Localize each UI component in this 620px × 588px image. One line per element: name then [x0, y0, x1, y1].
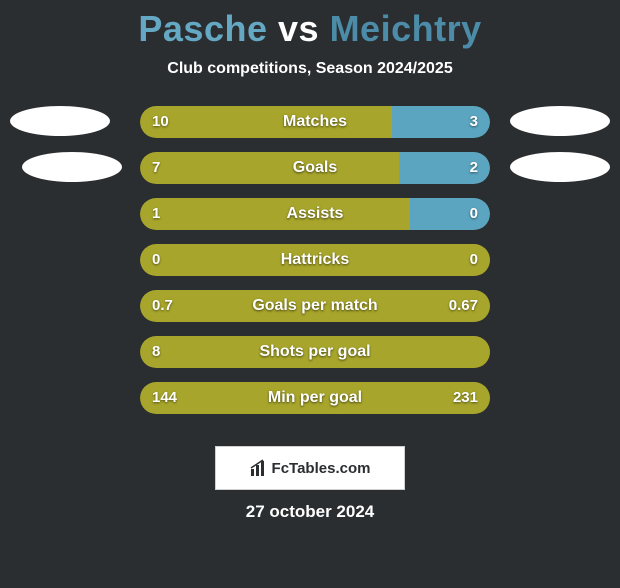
comparison-chart: 103Matches 72Goals 10Assists 00Hattricks 0.7…: [0, 106, 620, 414]
stat-row: 144231Min per goal: [0, 382, 620, 414]
stat-row: 103Matches: [0, 106, 620, 138]
stat-row: 00Hattricks: [0, 244, 620, 276]
player2-name: Meichtry: [330, 8, 482, 49]
snapshot-date: 27 october 2024: [0, 502, 620, 522]
stat-row: 72Goals: [0, 152, 620, 184]
chart-icon: [250, 459, 268, 477]
stat-row: 0.70.67Goals per match: [0, 290, 620, 322]
subtitle: Club competitions, Season 2024/2025: [0, 60, 620, 78]
stat-value-right: [140, 336, 490, 368]
stat-value-right: 0: [140, 244, 490, 276]
attribution-label: FcTables.com: [272, 460, 371, 477]
attribution-badge[interactable]: FcTables.com: [215, 446, 405, 490]
player1-name: Pasche: [138, 8, 267, 49]
stat-value-right: 2: [140, 152, 490, 184]
stat-value-right: 231: [140, 382, 490, 414]
comparison-title: Pasche vs Meichtry: [0, 8, 620, 50]
stat-row: 8Shots per goal: [0, 336, 620, 368]
stat-value-right: 0: [140, 198, 490, 230]
stat-value-right: 0.67: [140, 290, 490, 322]
stat-value-right: 3: [140, 106, 490, 138]
stat-row: 10Assists: [0, 198, 620, 230]
vs-separator: vs: [278, 8, 319, 49]
